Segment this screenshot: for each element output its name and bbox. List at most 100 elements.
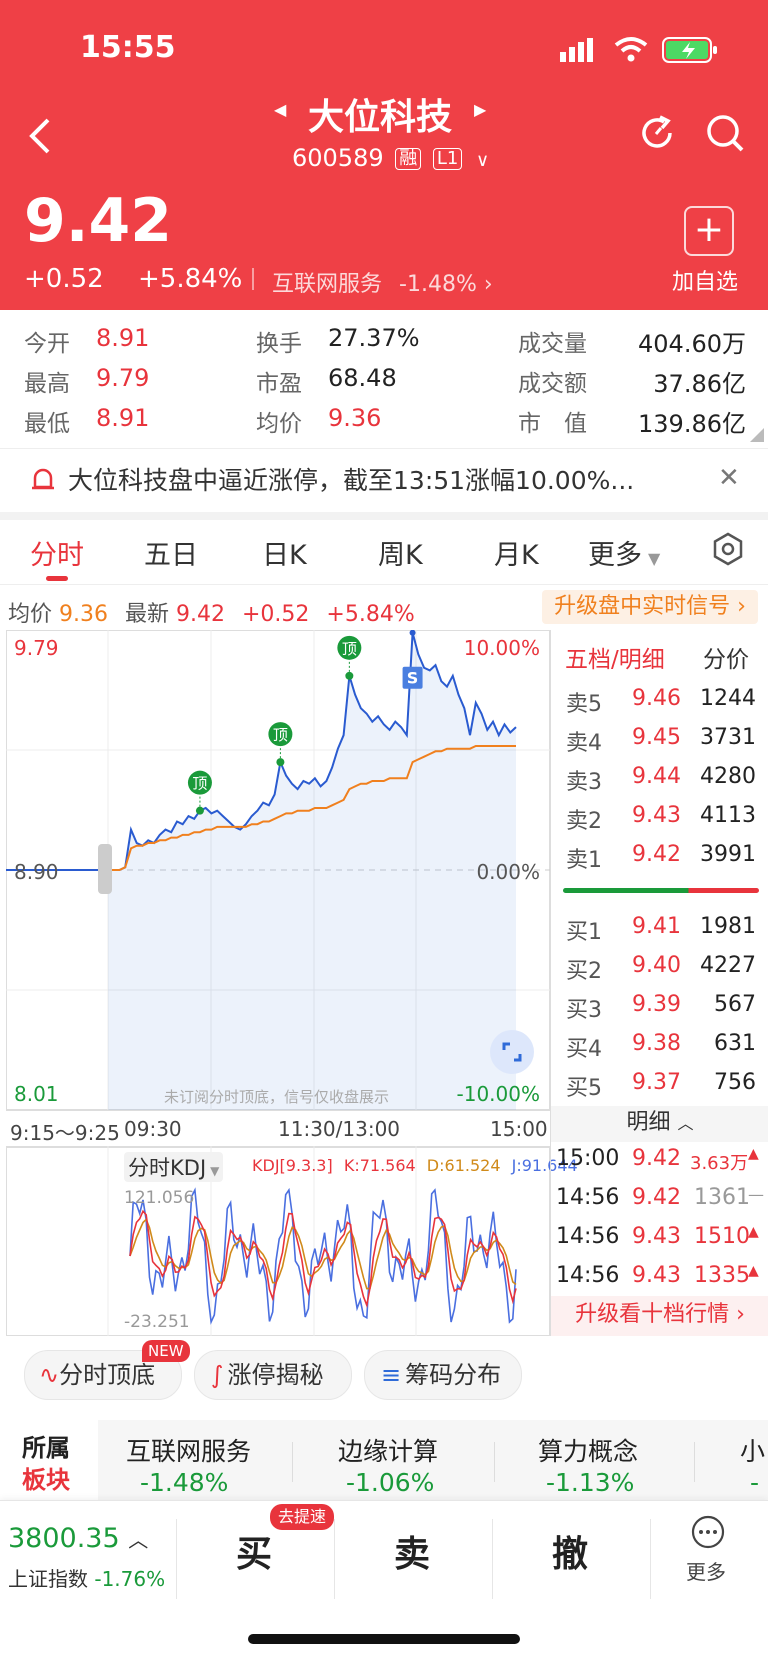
x-axis: 9:15～9:25 09:30 11:30/13:00 15:00 — [6, 1110, 550, 1148]
tab-indicator — [46, 576, 68, 581]
detail-price: 9.43 — [632, 1263, 681, 1288]
marker-dot — [345, 671, 354, 680]
fullscreen-button[interactable] — [490, 1030, 534, 1074]
chart-drag-handle[interactable] — [98, 844, 112, 894]
sector-link[interactable]: 互联网服务 -1.48% › — [272, 266, 493, 298]
high-value: 9.79 — [96, 364, 150, 392]
add-watchlist-label[interactable]: 加自选 — [672, 270, 739, 295]
open-value: 8.91 — [96, 324, 150, 352]
limit-up-reveal-button[interactable]: ∫ 涨停揭秘 — [194, 1350, 352, 1400]
kdj-selector[interactable]: 分时KDJ ▼ — [124, 1152, 224, 1182]
latest-label: 最新 — [125, 602, 170, 627]
settings-icon[interactable] — [712, 532, 744, 570]
add-watchlist-icon[interactable]: + — [684, 206, 734, 256]
back-icon[interactable] — [26, 116, 52, 160]
sector-item-pct: -1.13% — [546, 1468, 635, 1497]
tab-intraday[interactable]: 分时 — [30, 540, 84, 571]
sell-signal-label: S — [407, 669, 419, 688]
search-icon[interactable] — [704, 112, 746, 158]
up-arrow-icon: ▲ — [748, 1224, 759, 1240]
volume-value: 404.60万 — [638, 330, 746, 358]
divider — [650, 1519, 651, 1599]
bid-price: 9.41 — [632, 914, 681, 939]
turnover-value: 27.37% — [328, 324, 420, 352]
top-signal-marker[interactable] — [268, 722, 293, 747]
ask-label: 卖1 — [566, 848, 602, 873]
kdj-chart[interactable]: 分时KDJ ▼ KDJ[9.3.3] K:71.564 D:61.524 J:91… — [6, 1146, 578, 1336]
x-tick: 11:30/13:00 — [278, 1117, 401, 1141]
detail-toggle[interactable]: 明细 ︿ — [551, 1106, 768, 1142]
tab-5day[interactable]: 五日 — [144, 540, 198, 571]
status-time: 15:55 — [80, 30, 176, 65]
orderbook-tab-price[interactable]: 分价 — [703, 647, 749, 673]
bars-icon: ≡ — [381, 1361, 402, 1389]
stock-code-row[interactable]: 600589 融 L1 ∨ — [292, 144, 489, 172]
expand-corner-icon[interactable] — [750, 428, 764, 442]
divider — [492, 1519, 493, 1599]
close-icon[interactable]: ✕ — [718, 463, 740, 493]
stock-header: 15:55 ◀ 大位科技 ▶ 600589 融 L1 ∨ 9.42 +0.52 … — [0, 0, 768, 310]
detail-price: 9.42 — [632, 1185, 681, 1210]
sell-signal-marker[interactable] — [402, 666, 423, 689]
ask-label: 卖2 — [566, 809, 602, 834]
kdj-k-line — [129, 1209, 517, 1309]
ask-volume: 3731 — [700, 725, 756, 750]
prev-stock-icon[interactable]: ◀ — [274, 100, 287, 119]
sector-item-name[interactable]: 算力概念 — [538, 1437, 639, 1466]
tool-label: 筹码分布 — [405, 1361, 502, 1389]
price-change: +0.52 — [24, 264, 104, 294]
upgrade-ten-level-button[interactable]: 升级看十档行情 › — [551, 1296, 768, 1336]
bid-label: 买2 — [566, 959, 602, 984]
mcap-label: 市 值 — [518, 411, 587, 437]
kdj-y-top: 121.056 — [124, 1188, 195, 1208]
pe-label: 市盈 — [256, 371, 302, 397]
order-book: 五档/明细 分价 明细 ︿ 升级看十档行情 › — [550, 630, 768, 1336]
top-signal-marker[interactable] — [187, 770, 212, 795]
tab-more[interactable]: 更多 ▼ — [588, 533, 660, 572]
refresh-icon[interactable] — [636, 112, 678, 158]
up-arrow-icon: ▲ — [748, 1263, 759, 1279]
detail-time: 14:56 — [556, 1224, 620, 1249]
avg-value: 9.36 — [59, 602, 108, 627]
tab-day-k[interactable]: 日K — [262, 540, 307, 571]
top-signal-label: 顶 — [342, 640, 357, 658]
bid-volume: 1981 — [700, 914, 756, 939]
chevron-right-icon: › — [483, 272, 493, 297]
home-indicator — [248, 1634, 520, 1644]
sell-button[interactable]: 卖 — [394, 1534, 431, 1575]
sector-item-name[interactable]: 互联网服务 — [126, 1437, 252, 1466]
sector-item-pct: -1.48% — [140, 1468, 229, 1497]
x-tick: 15:00 — [490, 1117, 548, 1141]
more-icon[interactable] — [690, 1514, 726, 1554]
wifi-icon — [614, 36, 648, 66]
detail-volume: 3.63万 — [690, 1153, 749, 1174]
cancel-order-button[interactable]: 撤 — [552, 1534, 589, 1575]
y-left-top: 9.79 — [14, 636, 59, 660]
tab-week-k[interactable]: 周K — [378, 540, 423, 571]
more-label[interactable]: 更多 — [686, 1560, 726, 1584]
chevron-up-icon: ︿ — [128, 1528, 149, 1552]
detail-time: 14:56 — [556, 1263, 620, 1288]
kdj-k: K:71.564 — [343, 1156, 416, 1175]
sector-label-2: 板块 — [22, 1466, 70, 1494]
bid-label: 买1 — [566, 920, 602, 945]
chevron-down-icon: ∨ — [476, 150, 490, 171]
signal-icon — [560, 38, 594, 66]
upgrade-ten-level-label: 升级看十档行情 — [575, 1302, 730, 1327]
upgrade-signal-button[interactable]: 升级盘中实时信号 › — [542, 590, 758, 624]
intraday-top-bottom-button[interactable]: ∿分时顶底 — [24, 1350, 182, 1400]
sector-item-name[interactable]: 小 — [740, 1437, 766, 1466]
notice-bar[interactable]: 大位科技盘中逼近涨停，截至13:51涨幅10.00%... ✕ — [0, 448, 768, 513]
sector-item-name[interactable]: 边缘计算 — [338, 1437, 439, 1466]
next-stock-icon[interactable]: ▶ — [474, 100, 487, 119]
index-value-row[interactable]: 3800.35 ︿ — [8, 1523, 148, 1554]
speedup-badge[interactable]: 去提速 — [270, 1504, 335, 1530]
chip-distribution-button[interactable]: ≡ 筹码分布 — [364, 1350, 522, 1400]
buy-button[interactable]: 买 — [236, 1534, 273, 1575]
bid-price: 9.39 — [632, 992, 681, 1017]
top-signal-marker[interactable] — [337, 635, 362, 660]
tab-month-k[interactable]: 月K — [494, 540, 539, 571]
orderbook-tab-level[interactable]: 五档/明细 — [565, 647, 665, 673]
